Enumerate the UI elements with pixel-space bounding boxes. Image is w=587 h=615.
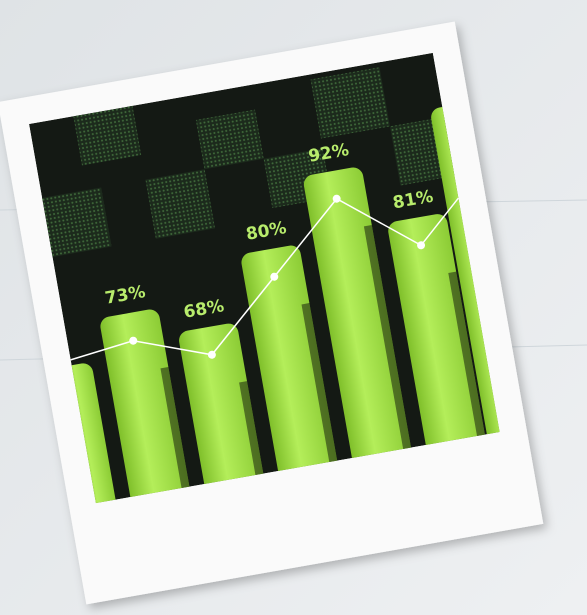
point [332,194,341,203]
checker [310,67,390,139]
point [417,241,426,250]
bar [241,245,340,490]
bar-shadow [363,225,422,504]
checker [145,169,215,239]
bar [388,214,487,464]
photo: 73%68%80%92%81% [29,52,500,504]
bar [303,167,413,477]
checker [42,187,112,257]
point [207,350,216,359]
polaroid: 73%68%80%92%81% [0,21,544,605]
bar [100,309,192,504]
checker [73,105,142,166]
point [270,272,279,281]
point [129,336,138,345]
bar [179,323,266,503]
checker [195,109,264,170]
